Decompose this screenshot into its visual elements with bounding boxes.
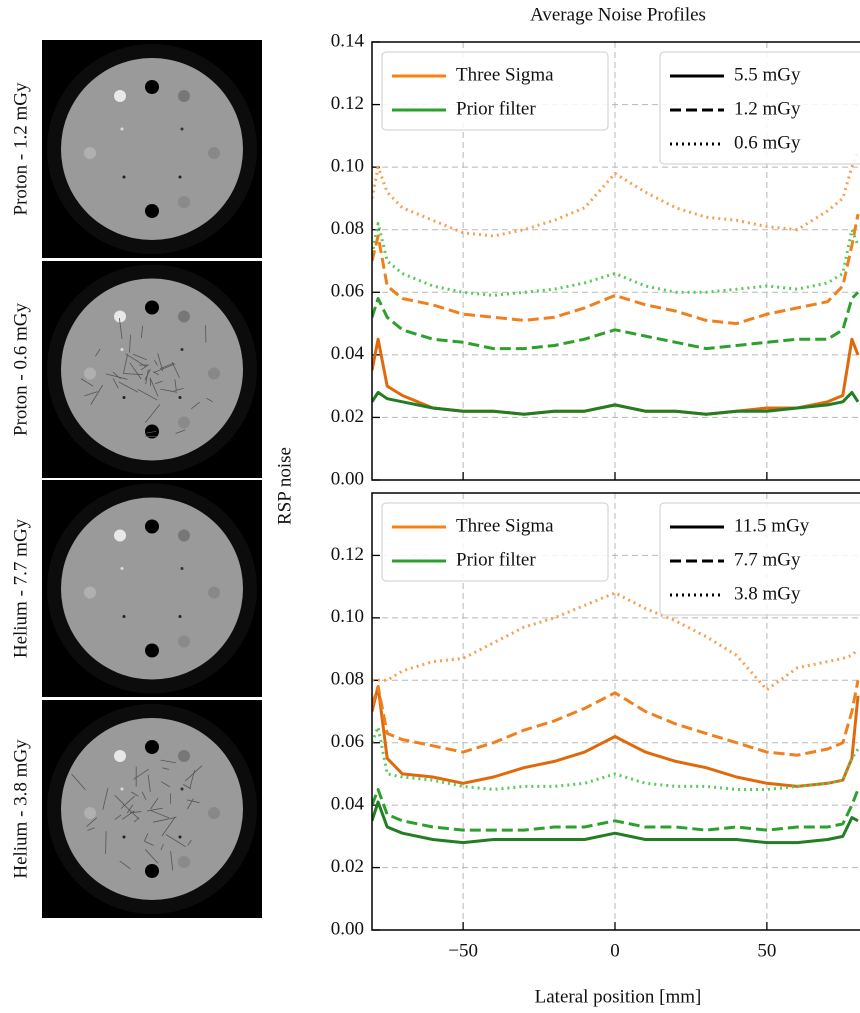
y-tick-label: 0.08 [331, 669, 364, 690]
phantom-insert [121, 788, 124, 791]
image-label: Helium - 7.7 mGy [10, 518, 31, 658]
phantom-insert [114, 530, 126, 542]
y-tick-label: 0.02 [331, 406, 364, 427]
x-tick-label: 0 [610, 940, 620, 961]
phantom-insert [208, 147, 220, 159]
y-tick-label: 0.10 [331, 606, 364, 627]
phantom-insert [181, 567, 184, 570]
phantom-insert [145, 80, 159, 94]
phantom-insert [145, 204, 159, 218]
phantom-insert [121, 128, 124, 131]
phantom-insert [84, 147, 96, 159]
phantom-insert [145, 644, 159, 658]
legend-label: Three Sigma [456, 515, 554, 536]
phantom-insert [178, 417, 190, 429]
phantom-insert [178, 311, 190, 323]
phantom-insert [181, 128, 184, 131]
y-tick-label: 0.14 [331, 30, 365, 51]
y-tick-label: 0.00 [331, 918, 364, 939]
phantom-insert [181, 348, 184, 351]
legend-label: 11.5 mGy [734, 515, 810, 536]
phantom-insert [179, 176, 182, 179]
legend-label: 3.8 mGy [734, 583, 801, 604]
phantom-insert [179, 615, 182, 618]
image-label: Helium - 3.8 mGy [10, 739, 31, 879]
phantom-insert [114, 750, 126, 762]
phantom-insert [181, 788, 184, 791]
separator [42, 258, 262, 260]
phantom-insert [208, 587, 220, 599]
phantom-insert [145, 301, 159, 315]
phantom-insert [84, 587, 96, 599]
y-tick-label: 0.04 [331, 343, 365, 364]
y-axis-label: RSP noise [274, 447, 295, 525]
phantom-insert [179, 396, 182, 399]
phantom-insert [178, 856, 190, 868]
phantom-insert [178, 530, 190, 542]
noise-profile [372, 687, 858, 787]
legend-label: Prior filter [456, 98, 536, 119]
phantom-insert [178, 636, 190, 648]
separator [42, 697, 262, 699]
phantom-insert [178, 90, 190, 102]
phantom-insert [114, 90, 126, 102]
phantom-insert [145, 520, 159, 534]
phantom-insert [208, 368, 220, 380]
y-tick-label: 0.08 [331, 218, 364, 239]
y-tick-label: 0.06 [331, 731, 364, 752]
y-tick-label: 0.06 [331, 281, 364, 302]
phantom-insert [121, 567, 124, 570]
phantom-insert [178, 750, 190, 762]
phantom-insert [123, 836, 126, 839]
noise-profile [372, 292, 858, 348]
phantom-insert [123, 176, 126, 179]
legend-label: Three Sigma [456, 64, 554, 85]
separator [42, 478, 262, 480]
y-tick-label: 0.12 [331, 93, 364, 114]
phantom-insert [84, 368, 96, 380]
streak [145, 436, 157, 437]
x-axis-label: Lateral position [mm] [535, 986, 702, 1007]
chart-title: Average Noise Profiles [530, 4, 706, 25]
phantom-insert [123, 396, 126, 399]
phantom-insert [145, 864, 159, 878]
legend-label: 7.7 mGy [734, 549, 801, 570]
y-tick-label: 0.12 [331, 544, 364, 565]
phantom-insert [208, 807, 220, 819]
y-tick-label: 0.00 [331, 468, 364, 489]
x-tick-label: −50 [448, 940, 478, 961]
legend-label: 1.2 mGy [734, 98, 801, 119]
image-label: Proton - 1.2 mGy [10, 82, 31, 216]
y-tick-label: 0.10 [331, 156, 364, 177]
phantom-insert [145, 740, 159, 754]
legend-label: 0.6 mGy [734, 132, 801, 153]
phantom-insert [123, 615, 126, 618]
phantom-insert [178, 196, 190, 208]
y-tick-label: 0.04 [331, 794, 365, 815]
x-tick-label: 50 [757, 940, 776, 961]
phantom-insert [179, 836, 182, 839]
image-label: Proton - 0.6 mGy [10, 303, 31, 437]
legend-label: Prior filter [456, 549, 536, 570]
y-tick-label: 0.02 [331, 856, 364, 877]
phantom-images: Proton - 1.2 mGy Proton - 0.6 mGy Helium -… [10, 40, 262, 918]
legend-label: 5.5 mGy [734, 64, 801, 85]
phantom-insert [84, 807, 96, 819]
figure: Proton - 1.2 mGy Proton - 0.6 mGy Helium -… [0, 0, 860, 1013]
phantom-insert [121, 348, 124, 351]
